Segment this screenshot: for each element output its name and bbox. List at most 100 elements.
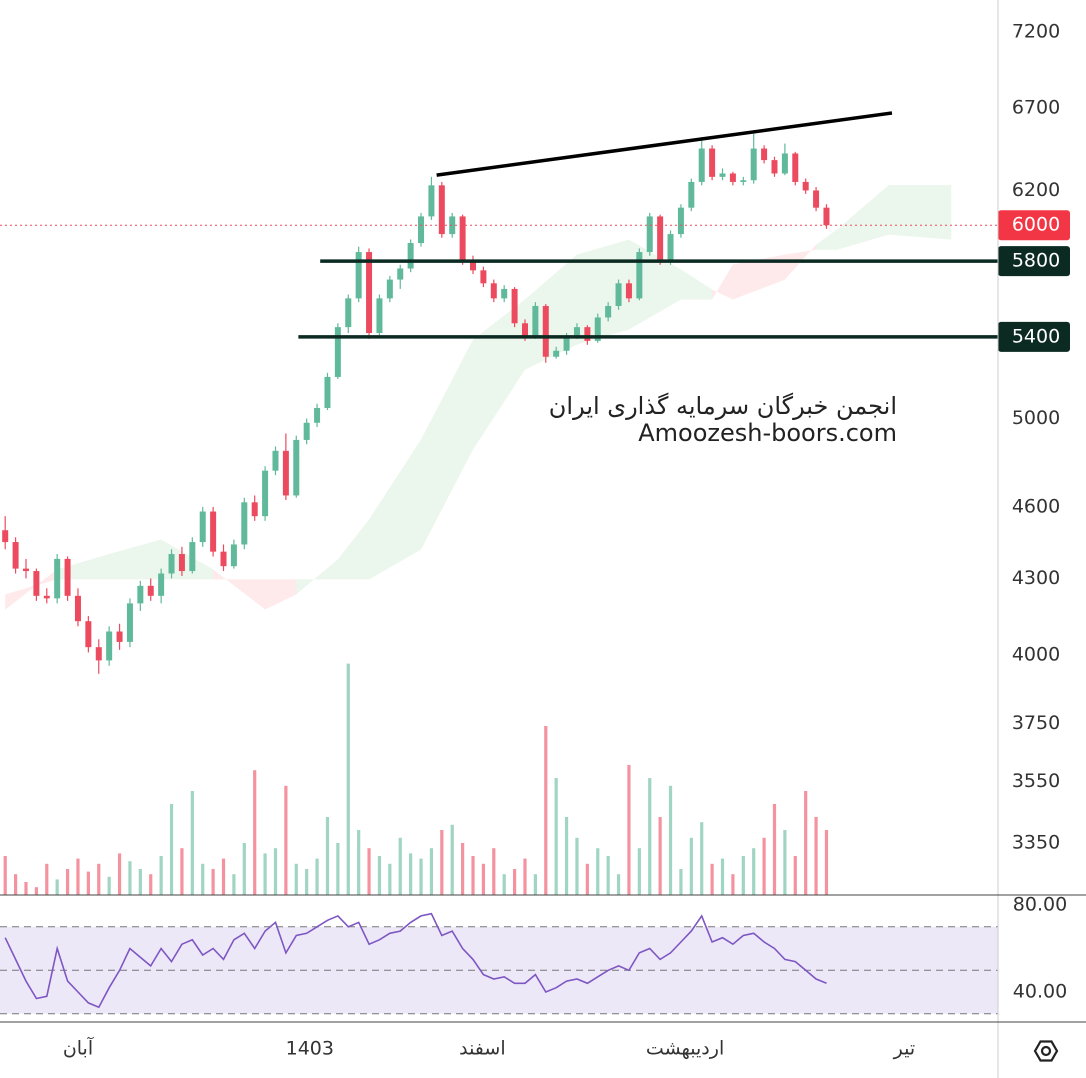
cloud-segment (888, 184, 952, 240)
x-tick-label: اردیبهشت (646, 1038, 724, 1060)
volume-bar (169, 804, 174, 895)
candle-body (293, 439, 300, 496)
y-tick-label: 3350 (1012, 832, 1060, 854)
volume-bar (429, 848, 434, 895)
volume-bar (741, 856, 745, 895)
volume-bar (232, 874, 236, 895)
candle-body (324, 376, 331, 408)
cloud-segment (576, 239, 629, 345)
cloud-segment (5, 569, 58, 610)
candle-body (709, 148, 716, 177)
candle-body (781, 153, 788, 174)
candle-body (22, 568, 29, 572)
settings-hexagon[interactable] (1033, 1040, 1059, 1062)
volume-bar (554, 778, 558, 895)
volume-bar (346, 663, 350, 895)
volume-bar (55, 879, 59, 895)
candle-body (43, 595, 50, 599)
cloud-segment (213, 569, 266, 610)
last-price-box (998, 210, 1070, 241)
candle-body (397, 268, 404, 280)
volume-bar (450, 824, 454, 895)
cloud-segment (836, 184, 889, 250)
candle-body (698, 148, 705, 182)
volume-bar (398, 837, 402, 895)
volume-bar (294, 863, 298, 895)
settings-circle[interactable] (1040, 1045, 1052, 1057)
candle-body (813, 190, 820, 208)
volume-bar (180, 848, 184, 895)
candle-body (594, 317, 601, 341)
volume-bar (357, 830, 361, 895)
candle-body (241, 502, 248, 545)
candle-body (521, 323, 528, 337)
candle-body (677, 207, 684, 235)
candle-body (761, 148, 768, 161)
volume-bar (648, 778, 652, 895)
settings-icon[interactable] (1033, 1040, 1059, 1062)
y-tick-label: 4300 (1012, 567, 1060, 589)
candle-body (657, 216, 664, 262)
volume-bar (367, 848, 371, 895)
candle-body (823, 207, 830, 226)
volume-bar (138, 869, 142, 895)
volume-bar (377, 856, 382, 895)
candle-body (490, 283, 497, 299)
volume-bar (65, 869, 70, 895)
candle-body (345, 298, 352, 328)
layers: 80.00 40.00 3350 3550 3750 4000 4300 4600 5000 62… (0, 20, 1070, 1060)
volume-bar (762, 837, 766, 895)
volume-bar (24, 882, 28, 895)
volume-bar (627, 765, 631, 895)
candle-body (251, 502, 258, 517)
volume-bar (263, 853, 267, 895)
candle-body (563, 336, 570, 351)
volume-bar (45, 863, 49, 895)
volume-bar (315, 858, 319, 895)
volume-bar (440, 830, 444, 895)
candle-body (262, 470, 269, 517)
candle-body (74, 595, 81, 622)
candle-body (740, 180, 747, 182)
candle-body (334, 327, 341, 377)
candle-body (605, 305, 612, 318)
candle-body (636, 252, 643, 299)
candle-body (688, 181, 695, 208)
candle-body (303, 422, 310, 440)
volume-bar (211, 869, 215, 895)
volume-bar (107, 876, 111, 895)
volume-bar (492, 848, 496, 895)
volume-bar (689, 837, 693, 895)
level-box (998, 246, 1070, 277)
candle-body (407, 243, 414, 269)
volume-bar (97, 863, 101, 895)
cloud-segment (337, 519, 370, 580)
candle-body (355, 252, 362, 299)
volume-bar (533, 874, 537, 895)
cloud-segment (296, 559, 338, 595)
watermark: انجمن خبرگان سرمایه گذاری ایران (549, 392, 897, 420)
volume-bar (804, 791, 808, 895)
volume-bar (720, 858, 725, 895)
volume-bar (616, 874, 621, 895)
volume-bar (201, 863, 205, 895)
candle-body (553, 350, 560, 357)
volume-bar (409, 853, 413, 895)
level-label: 5400 (1012, 325, 1060, 347)
candle-body (573, 327, 580, 337)
cloud-segment (421, 339, 474, 550)
candle-body (2, 530, 9, 543)
candle-body (126, 603, 133, 642)
cloud-segment (369, 439, 422, 580)
candle-body (667, 234, 674, 262)
y-tick-label: 3750 (1012, 712, 1060, 734)
candle-body (532, 305, 539, 337)
volume-bar (814, 817, 818, 895)
volume-bar (221, 858, 226, 895)
x-tick-label: اسفند (459, 1038, 506, 1060)
candle-body (33, 571, 40, 596)
candle-body (210, 511, 217, 552)
volume-bar (679, 869, 683, 895)
volume-bar (305, 869, 309, 895)
